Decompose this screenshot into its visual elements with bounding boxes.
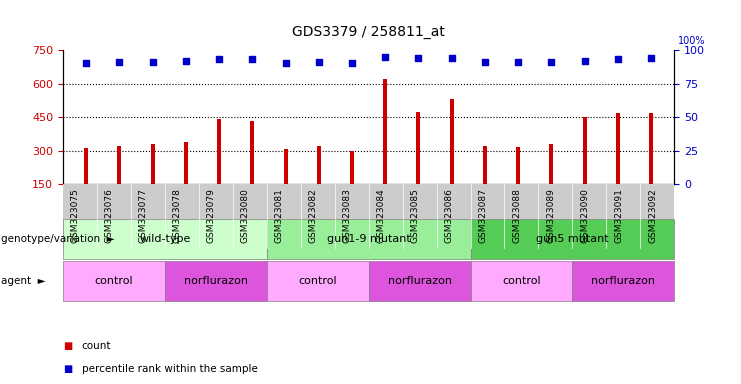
Bar [516,147,520,184]
Bar [549,144,554,184]
Text: gun5 mutant: gun5 mutant [536,234,609,244]
Text: genotype/variation  ►: genotype/variation ► [1,234,115,244]
Text: count: count [82,341,111,351]
Text: ■: ■ [63,341,72,351]
Point [279,60,291,66]
Point [346,60,358,66]
Bar [150,144,155,184]
Bar [250,121,254,184]
Bar [284,149,288,184]
Text: GSM323076: GSM323076 [105,189,114,243]
Point [579,58,591,64]
Point [180,58,192,64]
Point [247,56,259,63]
Bar [184,142,188,184]
Text: GSM323084: GSM323084 [376,189,385,243]
Point [213,56,225,63]
Text: norflurazon: norflurazon [388,276,451,286]
Point [80,60,92,66]
Bar [84,149,88,184]
Bar [416,112,420,184]
Text: ■: ■ [63,364,72,374]
Bar [317,146,321,184]
Text: GSM323078: GSM323078 [173,189,182,243]
Text: GSM323085: GSM323085 [411,189,419,243]
Bar [616,113,619,184]
Text: GSM323090: GSM323090 [580,189,589,243]
Bar [383,79,388,184]
Text: control: control [299,276,337,286]
Text: 100%: 100% [678,36,705,46]
Bar [118,146,122,184]
Text: control: control [95,276,133,286]
Text: GSM323082: GSM323082 [309,189,318,243]
Point [379,54,391,60]
Text: GSM323092: GSM323092 [648,189,657,243]
Bar [483,146,487,184]
Point [512,59,524,65]
Text: GSM323080: GSM323080 [241,189,250,243]
Bar [582,117,587,184]
Bar [450,99,453,184]
Bar [217,119,221,184]
Text: GSM323091: GSM323091 [614,189,623,243]
Point [147,59,159,65]
Point [313,59,325,65]
Point [446,55,458,61]
Text: norflurazon: norflurazon [591,276,655,286]
Text: agent  ►: agent ► [1,276,46,286]
Text: GSM323089: GSM323089 [546,189,556,243]
Point [645,55,657,61]
Text: gun1-9 mutant: gun1-9 mutant [327,234,411,244]
Bar [649,113,653,184]
Text: control: control [502,276,541,286]
Text: GDS3379 / 258811_at: GDS3379 / 258811_at [292,25,445,39]
Text: GSM323086: GSM323086 [445,189,453,243]
Text: GSM323088: GSM323088 [513,189,522,243]
Text: wild-type: wild-type [139,234,190,244]
Point [113,59,125,65]
Text: GSM323077: GSM323077 [139,189,148,243]
Text: norflurazon: norflurazon [184,276,247,286]
Text: GSM323075: GSM323075 [71,189,80,243]
Point [612,56,624,63]
Bar [350,151,354,184]
Text: GSM323087: GSM323087 [479,189,488,243]
Text: GSM323081: GSM323081 [275,189,284,243]
Text: GSM323079: GSM323079 [207,189,216,243]
Point [413,55,425,61]
Text: percentile rank within the sample: percentile rank within the sample [82,364,257,374]
Point [545,59,557,65]
Text: GSM323083: GSM323083 [342,189,352,243]
Point [479,59,491,65]
